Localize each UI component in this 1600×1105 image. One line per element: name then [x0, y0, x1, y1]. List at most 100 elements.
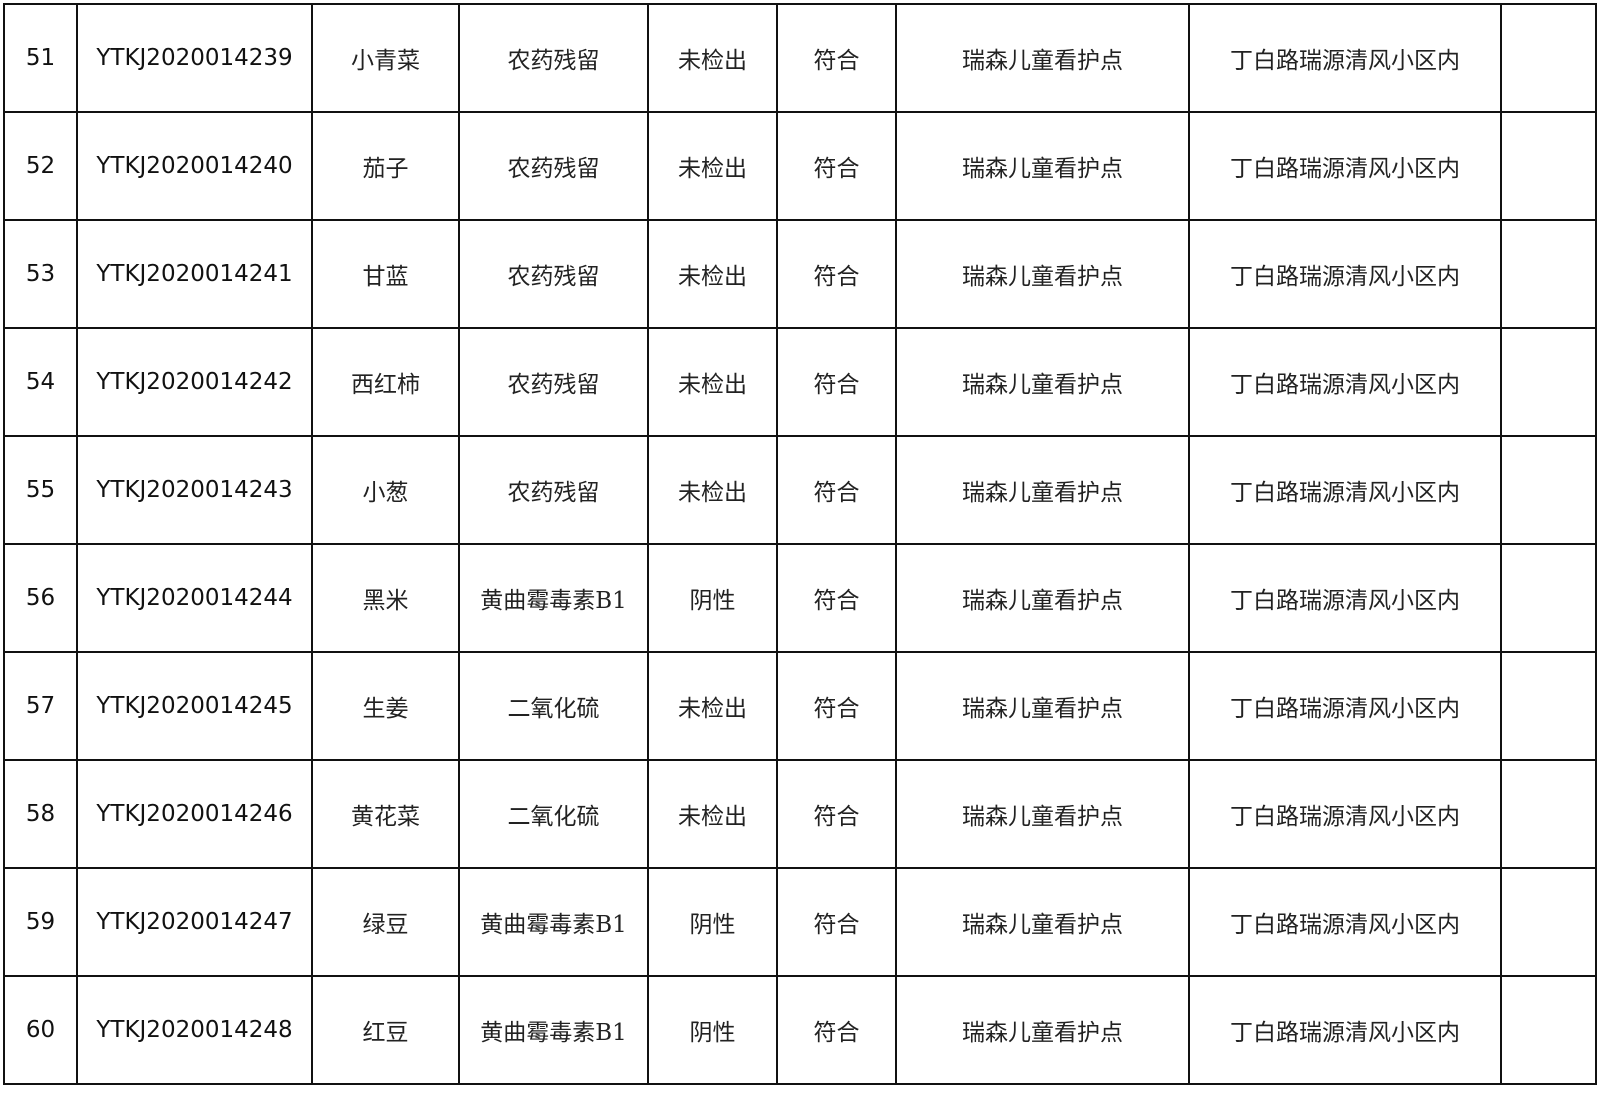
conclusion-cell: 符合: [776, 219, 897, 329]
test-result-cell: 未检出: [647, 111, 778, 221]
sample-id-cell: YTKJ2020014248: [76, 975, 313, 1085]
test-result-cell: 未检出: [647, 651, 778, 761]
test-item-cell: 农药残留: [458, 327, 649, 437]
table-row: 58 YTKJ2020014246 黄花菜 二氧化硫 未检出 符合 瑞森儿童看护点 丁白路瑞源…: [3, 759, 1597, 869]
site-address-cell: 丁白路瑞源清风小区内: [1188, 975, 1502, 1085]
sample-id-cell: YTKJ2020014242: [76, 327, 313, 437]
row-number-cell: 57: [3, 651, 78, 761]
conclusion-cell: 符合: [776, 543, 897, 653]
sample-id-cell: YTKJ2020014246: [76, 759, 313, 869]
sample-name-cell: 茄子: [311, 111, 460, 221]
site-name-cell: 瑞森儿童看护点: [895, 759, 1190, 869]
remarks-cell: [1500, 327, 1597, 437]
remarks-cell: [1500, 435, 1597, 545]
test-item-cell: 二氧化硫: [458, 651, 649, 761]
row-number-cell: 52: [3, 111, 78, 221]
row-number-cell: 59: [3, 867, 78, 977]
test-result-cell: 未检出: [647, 3, 778, 113]
site-name-cell: 瑞森儿童看护点: [895, 543, 1190, 653]
sample-id-cell: YTKJ2020014240: [76, 111, 313, 221]
test-item-cell: 农药残留: [458, 111, 649, 221]
sample-name-cell: 小青菜: [311, 3, 460, 113]
test-item-cell: 农药残留: [458, 435, 649, 545]
table-row: 51 YTKJ2020014239 小青菜 农药残留 未检出 符合 瑞森儿童看护点 丁白路瑞源…: [3, 3, 1597, 113]
row-number-cell: 51: [3, 3, 78, 113]
site-address-cell: 丁白路瑞源清风小区内: [1188, 327, 1502, 437]
site-address-cell: 丁白路瑞源清风小区内: [1188, 3, 1502, 113]
site-address-cell: 丁白路瑞源清风小区内: [1188, 867, 1502, 977]
sample-name-cell: 黄花菜: [311, 759, 460, 869]
inspection-results-table: 51 YTKJ2020014239 小青菜 农药残留 未检出 符合 瑞森儿童看护点 丁白路瑞源…: [3, 3, 1597, 1085]
test-item-cell: 黄曲霉毒素B1: [458, 543, 649, 653]
test-result-cell: 阴性: [647, 975, 778, 1085]
sample-name-cell: 生姜: [311, 651, 460, 761]
conclusion-cell: 符合: [776, 111, 897, 221]
remarks-cell: [1500, 219, 1597, 329]
conclusion-cell: 符合: [776, 975, 897, 1085]
test-result-cell: 未检出: [647, 435, 778, 545]
row-number-cell: 56: [3, 543, 78, 653]
conclusion-cell: 符合: [776, 867, 897, 977]
site-address-cell: 丁白路瑞源清风小区内: [1188, 219, 1502, 329]
remarks-cell: [1500, 759, 1597, 869]
test-result-cell: 阴性: [647, 867, 778, 977]
row-number-cell: 54: [3, 327, 78, 437]
test-item-cell: 农药残留: [458, 219, 649, 329]
test-item-cell: 农药残留: [458, 3, 649, 113]
site-name-cell: 瑞森儿童看护点: [895, 435, 1190, 545]
site-name-cell: 瑞森儿童看护点: [895, 111, 1190, 221]
table-row: 59 YTKJ2020014247 绿豆 黄曲霉毒素B1 阴性 符合 瑞森儿童看护点 丁白路瑞…: [3, 867, 1597, 977]
site-name-cell: 瑞森儿童看护点: [895, 975, 1190, 1085]
row-number-cell: 53: [3, 219, 78, 329]
sample-id-cell: YTKJ2020014239: [76, 3, 313, 113]
remarks-cell: [1500, 111, 1597, 221]
table-row: 60 YTKJ2020014248 红豆 黄曲霉毒素B1 阴性 符合 瑞森儿童看护点 丁白路瑞…: [3, 975, 1597, 1085]
table-row: 53 YTKJ2020014241 甘蓝 农药残留 未检出 符合 瑞森儿童看护点 丁白路瑞源清…: [3, 219, 1597, 329]
row-number-cell: 58: [3, 759, 78, 869]
table-row: 55 YTKJ2020014243 小葱 农药残留 未检出 符合 瑞森儿童看护点 丁白路瑞源清…: [3, 435, 1597, 545]
sample-id-cell: YTKJ2020014244: [76, 543, 313, 653]
site-name-cell: 瑞森儿童看护点: [895, 651, 1190, 761]
remarks-cell: [1500, 3, 1597, 113]
test-result-cell: 阴性: [647, 543, 778, 653]
table-row: 57 YTKJ2020014245 生姜 二氧化硫 未检出 符合 瑞森儿童看护点 丁白路瑞源清…: [3, 651, 1597, 761]
sample-name-cell: 绿豆: [311, 867, 460, 977]
sample-name-cell: 小葱: [311, 435, 460, 545]
sample-name-cell: 黑米: [311, 543, 460, 653]
site-address-cell: 丁白路瑞源清风小区内: [1188, 111, 1502, 221]
site-address-cell: 丁白路瑞源清风小区内: [1188, 543, 1502, 653]
test-item-cell: 二氧化硫: [458, 759, 649, 869]
site-address-cell: 丁白路瑞源清风小区内: [1188, 435, 1502, 545]
sample-name-cell: 西红柿: [311, 327, 460, 437]
site-name-cell: 瑞森儿童看护点: [895, 327, 1190, 437]
remarks-cell: [1500, 975, 1597, 1085]
table-row: 52 YTKJ2020014240 茄子 农药残留 未检出 符合 瑞森儿童看护点 丁白路瑞源清…: [3, 111, 1597, 221]
site-name-cell: 瑞森儿童看护点: [895, 867, 1190, 977]
site-name-cell: 瑞森儿童看护点: [895, 219, 1190, 329]
table-row: 54 YTKJ2020014242 西红柿 农药残留 未检出 符合 瑞森儿童看护点 丁白路瑞源…: [3, 327, 1597, 437]
conclusion-cell: 符合: [776, 327, 897, 437]
remarks-cell: [1500, 867, 1597, 977]
sample-id-cell: YTKJ2020014243: [76, 435, 313, 545]
sample-name-cell: 甘蓝: [311, 219, 460, 329]
table-row: 56 YTKJ2020014244 黑米 黄曲霉毒素B1 阴性 符合 瑞森儿童看护点 丁白路瑞…: [3, 543, 1597, 653]
row-number-cell: 60: [3, 975, 78, 1085]
conclusion-cell: 符合: [776, 651, 897, 761]
test-result-cell: 未检出: [647, 327, 778, 437]
sample-id-cell: YTKJ2020014241: [76, 219, 313, 329]
test-item-cell: 黄曲霉毒素B1: [458, 867, 649, 977]
site-address-cell: 丁白路瑞源清风小区内: [1188, 759, 1502, 869]
remarks-cell: [1500, 543, 1597, 653]
test-result-cell: 未检出: [647, 219, 778, 329]
remarks-cell: [1500, 651, 1597, 761]
conclusion-cell: 符合: [776, 435, 897, 545]
conclusion-cell: 符合: [776, 3, 897, 113]
site-name-cell: 瑞森儿童看护点: [895, 3, 1190, 113]
conclusion-cell: 符合: [776, 759, 897, 869]
sample-id-cell: YTKJ2020014245: [76, 651, 313, 761]
test-result-cell: 未检出: [647, 759, 778, 869]
test-item-cell: 黄曲霉毒素B1: [458, 975, 649, 1085]
sample-id-cell: YTKJ2020014247: [76, 867, 313, 977]
sample-name-cell: 红豆: [311, 975, 460, 1085]
row-number-cell: 55: [3, 435, 78, 545]
